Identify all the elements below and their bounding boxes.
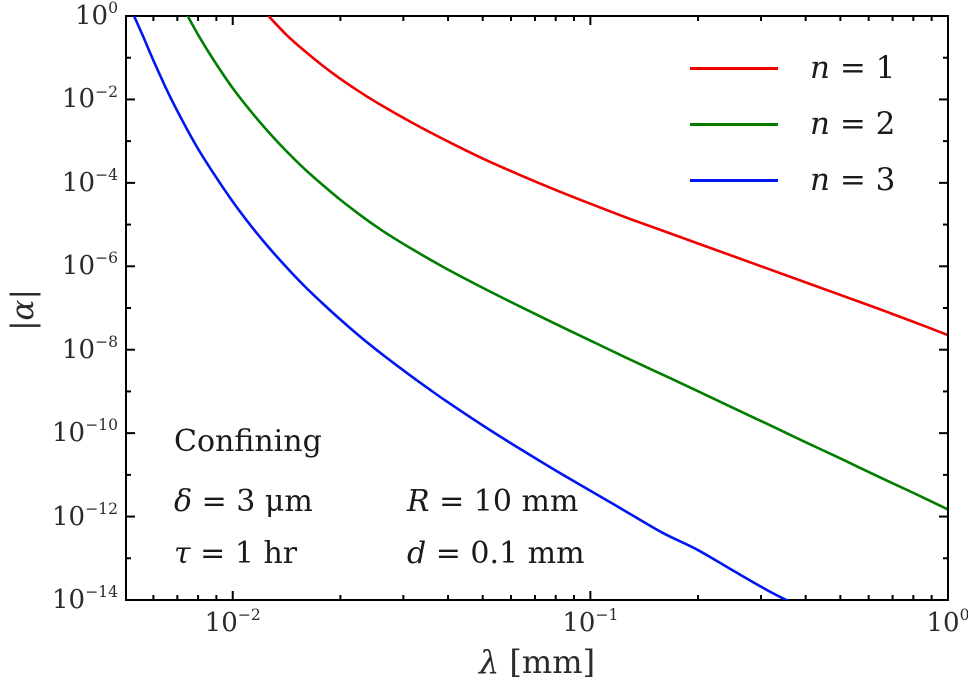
annotation-regime: Confining bbox=[174, 424, 322, 459]
legend-line-n2 bbox=[690, 122, 778, 126]
legend-line-n3 bbox=[690, 178, 778, 182]
y-tick-label: 10−8 bbox=[61, 332, 118, 365]
curve-3 bbox=[132, 16, 790, 600]
legend-item-n2: n = 2 bbox=[690, 96, 895, 152]
annotation-tau: τ = 1 hr bbox=[174, 536, 298, 571]
y-tick-label: 10−2 bbox=[61, 82, 118, 115]
legend: n = 1 n = 2 n = 3 bbox=[690, 40, 895, 208]
y-tick-label: 10−10 bbox=[51, 416, 118, 449]
y-tick-label: 10−6 bbox=[61, 249, 118, 282]
y-tick-label: 100 bbox=[74, 0, 118, 31]
y-tick-label: 10−14 bbox=[51, 583, 118, 615]
legend-item-n1: n = 1 bbox=[690, 40, 895, 96]
tick-marks bbox=[126, 15, 949, 601]
annotation-d: d = 0.1 mm bbox=[407, 536, 585, 571]
x-axis-label-var: λ bbox=[478, 643, 500, 681]
x-axis-label-unit: [mm] bbox=[499, 643, 596, 681]
x-axis-label: λ [mm] bbox=[387, 643, 687, 681]
legend-item-n3: n = 3 bbox=[690, 152, 895, 208]
x-tick-label: 10−1 bbox=[562, 606, 619, 638]
legend-label-n2: n = 2 bbox=[810, 106, 896, 142]
annotation-delta: δ = 3 μm bbox=[174, 484, 313, 519]
legend-label-n1: n = 1 bbox=[810, 50, 896, 86]
legend-label-n3: n = 3 bbox=[810, 162, 896, 198]
x-tick-label: 100 bbox=[926, 606, 968, 638]
y-tick-label: 10−12 bbox=[51, 499, 118, 532]
curve-2 bbox=[186, 16, 947, 511]
legend-line-n1 bbox=[690, 66, 778, 70]
x-tick-label: 10−2 bbox=[204, 606, 261, 638]
curve-1 bbox=[267, 16, 947, 337]
annotation-R: R = 10 mm bbox=[407, 484, 579, 519]
y-tick-label: 10−4 bbox=[61, 165, 118, 198]
